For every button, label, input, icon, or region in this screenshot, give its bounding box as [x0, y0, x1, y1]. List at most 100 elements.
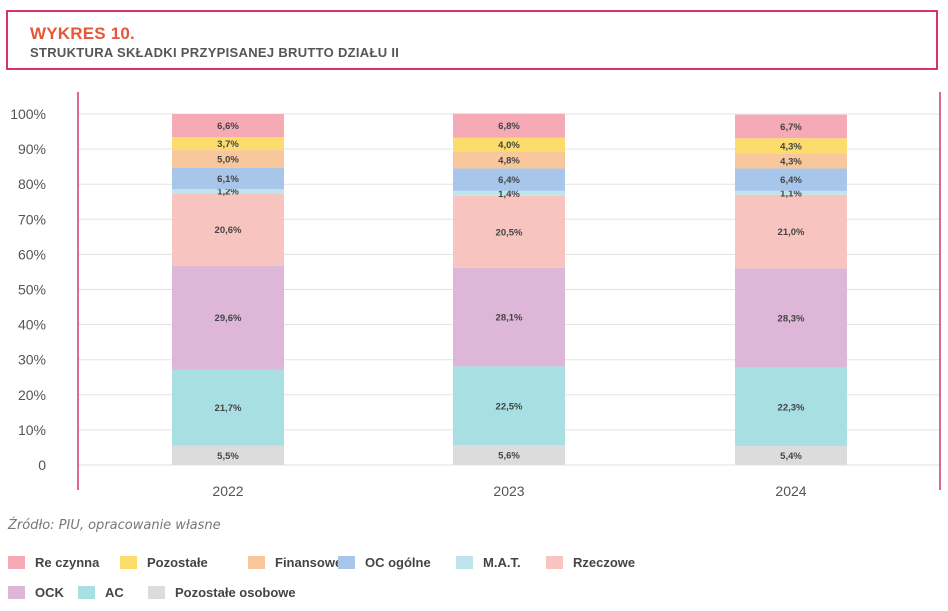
legend-swatch [8, 555, 25, 569]
data-label: 22,5% [496, 401, 523, 412]
data-label: 1,4% [498, 189, 520, 200]
bar-segment [735, 367, 847, 447]
bar-segment [172, 369, 284, 446]
bar-segment [453, 190, 565, 196]
x-tick-label: 2024 [775, 483, 806, 499]
bar-segment [453, 195, 565, 268]
y-tick-label: 30% [18, 352, 46, 368]
data-label: 20,5% [496, 227, 523, 238]
legend-item: AC [78, 582, 124, 602]
legend-label: Finansowe [275, 554, 343, 570]
bar-segment [172, 265, 284, 370]
data-label: 4,0% [498, 140, 520, 151]
legend-swatch [78, 585, 95, 599]
legend-label: Pozostałe osobowe [175, 584, 296, 600]
data-label: 29,6% [215, 313, 242, 324]
bar-segment [172, 193, 284, 266]
bar-segment [453, 366, 565, 446]
y-tick-label: 80% [18, 176, 46, 192]
y-tick-label: 20% [18, 387, 46, 403]
bar-segment [735, 268, 847, 368]
data-label: 6,4% [498, 175, 520, 186]
data-label: 4,3% [780, 156, 802, 167]
bar-segment [735, 446, 847, 465]
data-label: 5,5% [217, 451, 239, 462]
legend-label: AC [105, 584, 124, 600]
data-label: 3,7% [217, 139, 239, 150]
legend-label: Re czynna [35, 554, 100, 570]
data-label: 21,7% [215, 403, 242, 414]
legend-swatch [8, 585, 25, 599]
legend-item: Re czynna [8, 552, 99, 572]
legend-item: M.A.T. [456, 552, 521, 572]
data-label: 6,7% [780, 122, 802, 133]
legend-swatch [546, 555, 563, 569]
legend-swatch [456, 555, 473, 569]
source-note: Źródło: PIU, opracowanie własne [8, 518, 221, 533]
data-label: 4,8% [498, 155, 520, 166]
data-label: 6,4% [780, 175, 802, 186]
data-label: 21,0% [778, 227, 805, 238]
legend-item: Pozostałe [120, 552, 208, 572]
chart-subtitle: STRUKTURA SKŁADKI PRZYPISANEJ BRUTTO DZI… [30, 45, 400, 60]
y-tick-label: 60% [18, 246, 46, 262]
stacked-bar-chart: 0 10% 20% 30% 40% 50% 60% 70% 80% 90% 100% 5,5% 21,7… [10, 92, 941, 499]
bar-segment [453, 168, 565, 191]
bar-segment [735, 194, 847, 269]
legend-label: Rzeczowe [573, 554, 636, 570]
bar-segment [172, 137, 284, 151]
data-label: 4,3% [780, 141, 802, 152]
legend-item: Finansowe [248, 552, 342, 572]
legend-swatch [148, 585, 165, 599]
y-tick-label: 40% [18, 317, 46, 333]
bar-segment [453, 151, 565, 169]
bar-segment [172, 167, 284, 190]
data-label: 28,3% [778, 314, 805, 325]
legend-swatch [120, 555, 137, 569]
data-label: 5,6% [498, 451, 520, 462]
x-tick-label: 2022 [212, 483, 243, 499]
bar-segment [172, 189, 284, 194]
y-tick-label: 50% [18, 282, 46, 298]
data-label: 22,3% [778, 402, 805, 413]
data-label: 6,6% [217, 121, 239, 132]
legend-label: OC ogólne [365, 554, 431, 570]
data-label: 20,6% [215, 225, 242, 236]
data-label: 6,8% [498, 121, 520, 132]
bar-segment [735, 138, 847, 154]
bar-segment [735, 190, 847, 195]
bar-segment [453, 137, 565, 152]
data-label: 1,2% [217, 187, 239, 198]
bar-segment [172, 445, 284, 465]
bar-segment [735, 153, 847, 169]
legend-item: OC ogólne [338, 552, 431, 572]
bar-segment [735, 168, 847, 191]
y-tick-label: 70% [18, 211, 46, 227]
bar-segment [453, 445, 565, 465]
legend-swatch [338, 555, 355, 569]
legend-label: M.A.T. [483, 554, 521, 570]
data-label: 5,0% [217, 154, 239, 165]
bar-segment [453, 267, 565, 367]
legend-item: Rzeczowe [546, 552, 635, 572]
bar-segment [735, 114, 847, 139]
y-tick-label: 90% [18, 141, 46, 157]
bar-segment [453, 113, 565, 138]
legend-item: OCK [8, 582, 64, 602]
chart-title: WYKRES 10. [30, 24, 135, 43]
y-tick-label: 0 [38, 457, 46, 473]
legend-swatch [248, 555, 265, 569]
legend-label: OCK [35, 584, 64, 600]
legend-item: Pozostałe osobowe [148, 582, 296, 602]
x-tick-label: 2023 [493, 483, 524, 499]
bar-segment [172, 150, 284, 168]
data-label: 6,1% [217, 174, 239, 185]
legend-label: Pozostałe [147, 554, 208, 570]
data-label: 28,1% [496, 313, 523, 324]
y-tick-label: 10% [18, 422, 46, 438]
y-tick-label: 100% [10, 106, 46, 122]
data-label: 1,1% [780, 188, 802, 199]
data-label: 5,4% [780, 451, 802, 462]
bar-segment [172, 114, 284, 138]
chart-header: WYKRES 10. STRUKTURA SKŁADKI PRZYPISANEJ… [6, 10, 938, 70]
